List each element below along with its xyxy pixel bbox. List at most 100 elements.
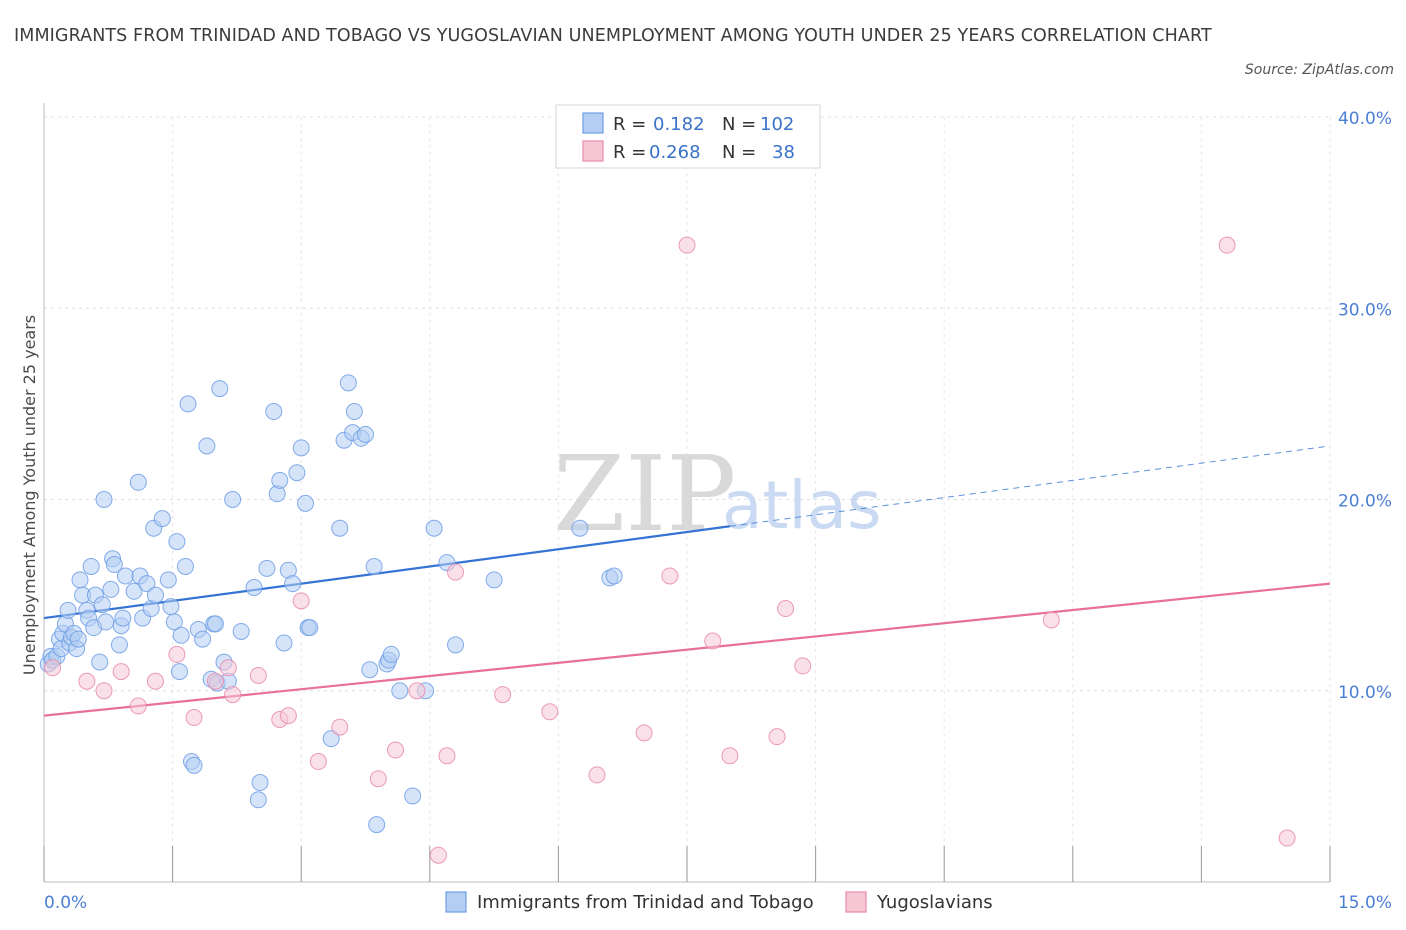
stats-box: R = 0.182 N = 102 R = 0.268 N = 38 [555, 104, 821, 169]
point-blue-91 [382, 645, 400, 663]
point-blue-52 [194, 630, 212, 648]
point-blue-97 [447, 636, 465, 654]
point-blue-87 [365, 557, 383, 575]
stats-n-value-pink: 38 [772, 142, 795, 163]
point-blue-66 [258, 559, 276, 577]
watermark: ZIP atlas [553, 433, 882, 555]
point-pink-3 [112, 663, 130, 681]
point-blue-88 [368, 816, 386, 834]
legend-swatch-pink [845, 891, 867, 913]
y-tick-labels: 10.0% 20.0% 30.0% 40.0% [1338, 109, 1392, 703]
point-pink-9 [219, 659, 237, 677]
point-blue-50 [185, 756, 203, 774]
point-pink-7 [185, 709, 203, 727]
point-pink-29 [704, 632, 722, 650]
point-blue-73 [288, 464, 306, 482]
point-blue-40 [153, 510, 171, 528]
points-pink [44, 236, 1296, 864]
point-blue-62 [232, 622, 250, 640]
stats-r-value-pink: 0.268 [649, 142, 701, 163]
stats-n-value-blue: 102 [760, 114, 794, 135]
point-blue-25 [102, 580, 120, 598]
point-blue-8 [59, 601, 77, 619]
point-pink-24 [541, 703, 559, 721]
point-blue-95 [425, 519, 443, 537]
point-blue-46 [172, 626, 190, 644]
point-pink-23 [494, 686, 512, 704]
point-pink-11 [249, 666, 267, 684]
point-blue-28 [110, 636, 128, 654]
trend-line-pink [43, 582, 1331, 717]
point-blue-31 [116, 567, 134, 585]
point-blue-86 [361, 661, 379, 679]
gridlines [44, 116, 1331, 882]
point-blue-99 [571, 519, 589, 537]
point-blue-56 [206, 615, 224, 633]
point-pink-14 [292, 592, 310, 610]
legend-swatch-blue [445, 891, 467, 913]
point-blue-75 [296, 494, 314, 512]
point-pink-5 [146, 672, 164, 690]
point-pink-10 [224, 686, 242, 704]
stats-swatch-pink [582, 140, 604, 162]
point-blue-78 [322, 730, 340, 748]
point-pink-35 [1218, 236, 1236, 254]
point-pink-34 [1042, 611, 1060, 629]
point-pink-0 [44, 659, 62, 677]
point-blue-32 [125, 582, 143, 600]
point-blue-44 [168, 533, 186, 551]
trend-line-blue-extension [729, 445, 1331, 527]
point-blue-30 [114, 609, 132, 627]
point-pink-25 [588, 766, 606, 784]
point-pink-21 [438, 747, 456, 765]
watermark-atlas: atlas [722, 467, 882, 544]
point-pink-15 [309, 753, 327, 771]
point-pink-4 [129, 697, 147, 715]
point-pink-26 [635, 724, 653, 742]
point-blue-74 [292, 439, 310, 457]
point-blue-24 [97, 613, 115, 631]
point-blue-98 [485, 571, 503, 589]
point-pink-22 [447, 563, 465, 581]
point-blue-39 [146, 586, 164, 604]
point-pink-6 [168, 645, 186, 663]
point-blue-13 [69, 630, 87, 648]
legend: Immigrants from Trinidad and Tobago Yugo… [445, 891, 993, 913]
point-pink-33 [794, 657, 812, 675]
point-blue-77 [301, 619, 319, 637]
point-blue-48 [179, 395, 197, 413]
point-pink-31 [768, 728, 786, 746]
point-blue-47 [176, 557, 194, 575]
point-blue-92 [391, 682, 409, 700]
x-tick-label-min: 0.0% [44, 893, 87, 913]
point-pink-1 [78, 672, 96, 690]
point-blue-27 [105, 556, 123, 574]
point-pink-32 [777, 600, 795, 618]
point-blue-41 [159, 571, 177, 589]
point-blue-23 [95, 491, 113, 508]
point-blue-22 [93, 596, 111, 614]
point-blue-83 [345, 403, 363, 421]
points-blue [39, 374, 623, 834]
stats-r-label-blue: R = [613, 114, 646, 135]
point-pink-8 [206, 672, 224, 690]
point-pink-16 [331, 718, 349, 736]
point-blue-101 [605, 567, 623, 585]
point-pink-2 [95, 682, 113, 700]
point-blue-70 [275, 634, 293, 652]
stats-r-label-pink: R = [613, 142, 646, 163]
stats-swatch-blue [582, 112, 604, 134]
point-pink-19 [408, 682, 426, 700]
point-pink-18 [387, 741, 405, 759]
point-blue-42 [162, 598, 180, 616]
point-blue-43 [165, 613, 183, 631]
point-blue-21 [91, 653, 109, 671]
point-pink-30 [721, 747, 739, 765]
y-tick-label-0: 10.0% [1338, 683, 1392, 703]
point-blue-67 [265, 403, 283, 421]
point-pink-13 [279, 707, 297, 725]
point-blue-85 [357, 425, 374, 443]
x-tick-label-max: 15.0% [1338, 893, 1392, 913]
legend-label-pink: Yugoslavians [876, 892, 993, 913]
